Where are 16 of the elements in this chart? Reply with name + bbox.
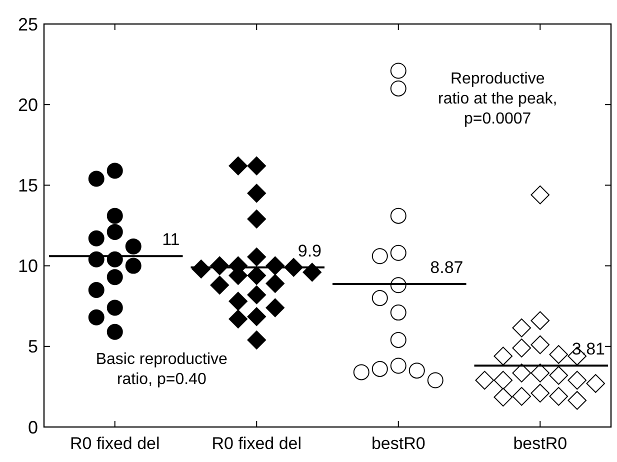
annotation: Basic reproductive ratio, p=0.40 bbox=[96, 351, 228, 388]
y-tick-label: 0 bbox=[28, 417, 38, 438]
legend-label: 3.81 bbox=[572, 340, 605, 359]
y-tick-label: 10 bbox=[18, 256, 38, 276]
ref-line-label: 8.87 bbox=[430, 258, 464, 278]
x-tick-label: R0 fixed del bbox=[70, 434, 160, 453]
y-tick-label: 5 bbox=[28, 336, 38, 357]
y-tick-label: 20 bbox=[18, 94, 38, 115]
x-tick-label: R0 fixed del bbox=[212, 434, 302, 453]
x-tick-label: bestR0 bbox=[513, 434, 568, 453]
y-tick-label: 15 bbox=[18, 176, 38, 196]
y-tick-label: 25 bbox=[18, 14, 38, 34]
ref-line-label: 11 bbox=[162, 230, 180, 250]
x-tick-label: bestR0 bbox=[371, 434, 426, 453]
ref-line-label: 9.9 bbox=[298, 241, 322, 260]
annotation: Reproductive ratio at the peak, p=0.0007 bbox=[438, 70, 558, 128]
